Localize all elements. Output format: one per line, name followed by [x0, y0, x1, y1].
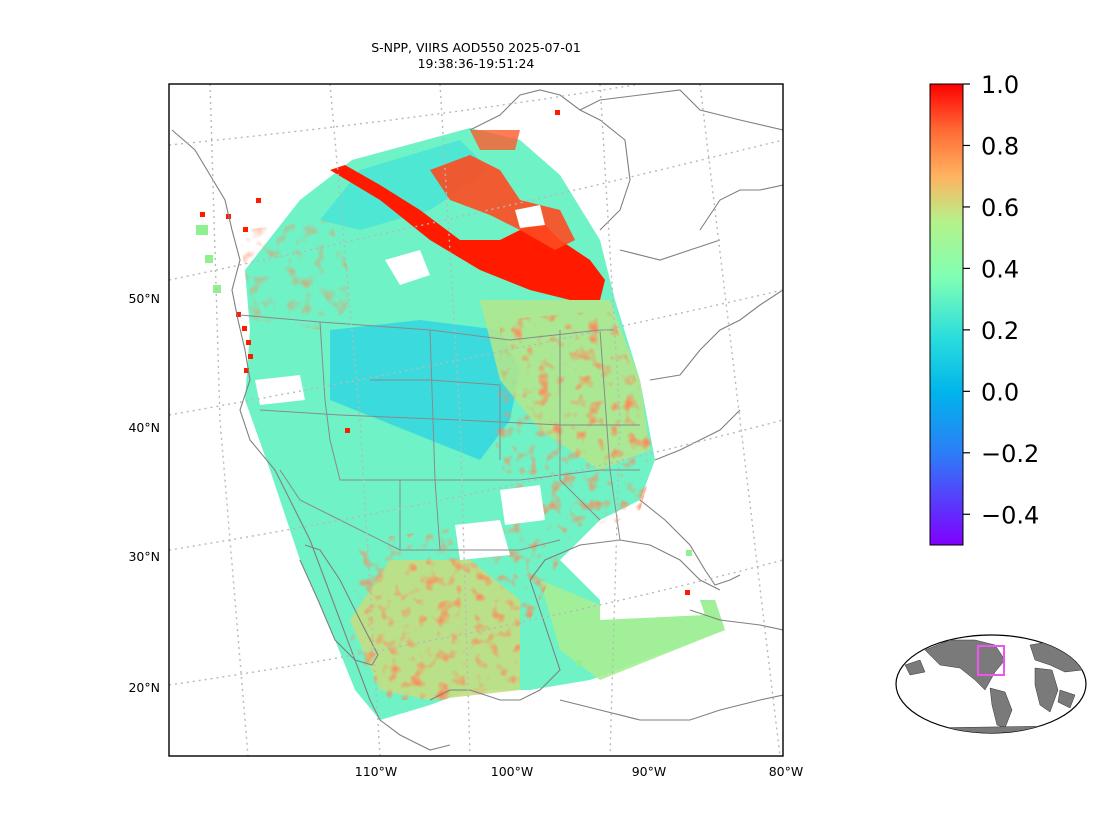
- colorbar-tick-label: −0.2: [981, 440, 1039, 468]
- chart-title-line2: 19:38:36-19:51:24: [418, 56, 535, 71]
- map-frame: [168, 83, 784, 757]
- swath-low-north: [320, 140, 490, 230]
- lon-label-90: 90°W: [632, 764, 667, 779]
- colorbar-tick-label: 1.0: [981, 71, 1019, 99]
- lat-label-40: 40°N: [128, 420, 160, 435]
- lat-label-50: 50°N: [128, 291, 160, 306]
- lon-label-110: 110°W: [355, 764, 397, 779]
- swath-low-core: [330, 320, 520, 460]
- lat-label-30: 30°N: [128, 549, 160, 564]
- smoke-plume-hudson: [470, 130, 520, 150]
- chart-title-line1: S-NPP, VIIRS AOD550 2025-07-01: [371, 40, 581, 55]
- colorbar-ticks: 1.0 0.8 0.6 0.4 0.2 0.0 −0.2 −0.4: [963, 71, 1039, 529]
- colorbar-tick-label: −0.4: [981, 501, 1039, 529]
- colorbar-tick-label: 0.8: [981, 132, 1019, 160]
- colorbar: 1.0 0.8 0.6 0.4 0.2 0.0 −0.2 −0.4: [929, 71, 1039, 546]
- region-box: [977, 645, 1005, 676]
- lon-label-80: 80°W: [769, 764, 804, 779]
- map-panel: [169, 84, 783, 756]
- lon-labels: 110°W 100°W 90°W 80°W: [355, 764, 803, 779]
- aerosol-speckle-west: [240, 220, 360, 330]
- colorbar-tick-label: 0.4: [981, 255, 1019, 283]
- lat-label-20: 20°N: [128, 680, 160, 695]
- colorbar-gradient: [929, 83, 964, 546]
- cloud-gap-5: [600, 600, 705, 620]
- smoke-plume-north: [430, 155, 575, 250]
- cloud-gap-2: [515, 205, 545, 228]
- lat-labels: 50°N 40°N 30°N 20°N: [128, 291, 160, 695]
- globe-land: [904, 639, 1083, 733]
- cloud-gap-6: [255, 375, 305, 405]
- aerosol-speckle-mexico: [350, 520, 560, 700]
- coastlines: [171, 89, 783, 751]
- lon-label-100: 100°W: [491, 764, 533, 779]
- isolated-pixels-green: [196, 225, 692, 666]
- cloud-gap-3: [500, 485, 545, 525]
- aod-swath: [196, 110, 725, 720]
- gridlines: [169, 84, 783, 756]
- cloud-gap-1: [385, 250, 430, 285]
- globe-inset: [895, 634, 1087, 734]
- colorbar-tick-label: 0.2: [981, 317, 1019, 345]
- colorbar-tick-label: 0.6: [981, 194, 1019, 222]
- isolated-pixels: [200, 110, 690, 595]
- smoke-plume-canada: [330, 165, 605, 300]
- colorbar-tick-label: 0.0: [981, 378, 1019, 406]
